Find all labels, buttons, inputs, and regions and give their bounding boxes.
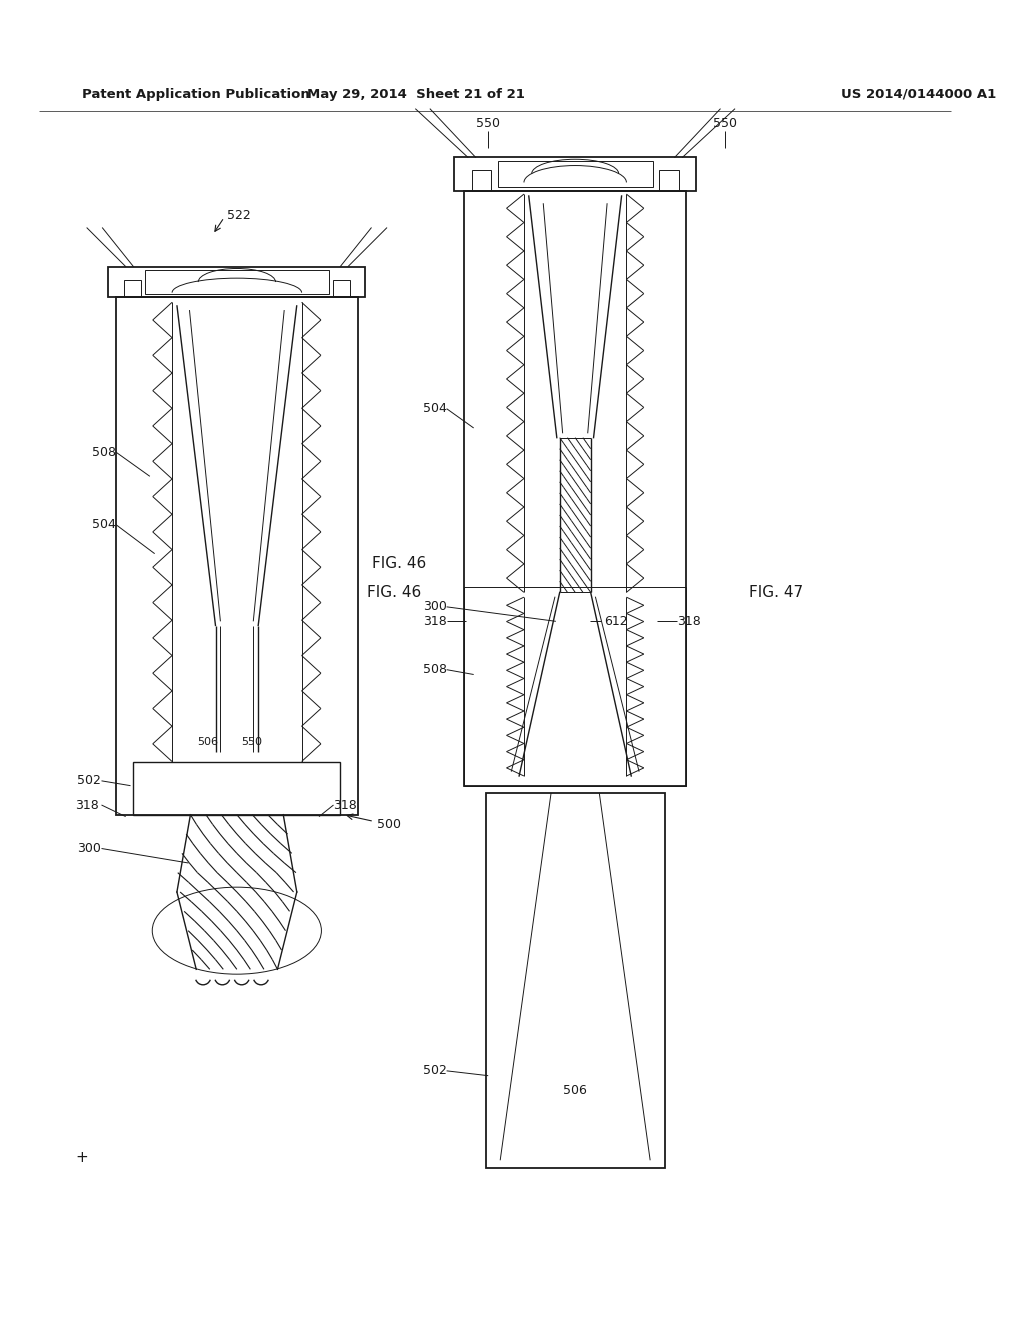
Text: 502: 502 [423, 1064, 446, 1077]
Bar [133, 762, 340, 814]
Text: 508: 508 [423, 663, 446, 676]
Text: 506: 506 [198, 737, 218, 747]
Text: 318: 318 [334, 799, 357, 812]
Bar [659, 170, 679, 191]
Text: 504: 504 [423, 403, 446, 416]
Bar [109, 267, 366, 297]
Text: 300: 300 [78, 842, 101, 855]
Text: 500: 500 [377, 818, 401, 830]
Text: 300: 300 [423, 601, 446, 614]
Text: 318: 318 [76, 799, 99, 812]
Text: FIG. 46: FIG. 46 [368, 585, 422, 599]
Text: 550: 550 [713, 117, 737, 129]
Text: FIG. 47: FIG. 47 [750, 585, 803, 599]
Text: 522: 522 [227, 209, 251, 222]
Text: US 2014/0144000 A1: US 2014/0144000 A1 [841, 88, 996, 102]
Bar [455, 157, 696, 191]
Text: 550: 550 [476, 117, 500, 129]
Bar [485, 793, 665, 1167]
Bar [472, 170, 492, 191]
Bar [498, 161, 652, 187]
Text: Patent Application Publication: Patent Application Publication [82, 88, 310, 102]
Bar [145, 271, 329, 293]
Text: 506: 506 [563, 1084, 587, 1097]
Text: +: + [76, 1150, 88, 1166]
Bar [464, 587, 686, 785]
Text: 318: 318 [677, 615, 700, 628]
Bar [464, 191, 686, 785]
Bar [333, 280, 350, 297]
Text: FIG. 46: FIG. 46 [372, 556, 426, 570]
Text: 508: 508 [92, 446, 116, 458]
Text: 318: 318 [423, 615, 446, 628]
Text: May 29, 2014  Sheet 21 of 21: May 29, 2014 Sheet 21 of 21 [307, 88, 524, 102]
Bar [116, 297, 357, 814]
Text: 612: 612 [604, 615, 628, 628]
Text: 502: 502 [78, 775, 101, 787]
Text: 550: 550 [242, 737, 263, 747]
Text: 504: 504 [92, 519, 116, 531]
Bar [124, 280, 141, 297]
